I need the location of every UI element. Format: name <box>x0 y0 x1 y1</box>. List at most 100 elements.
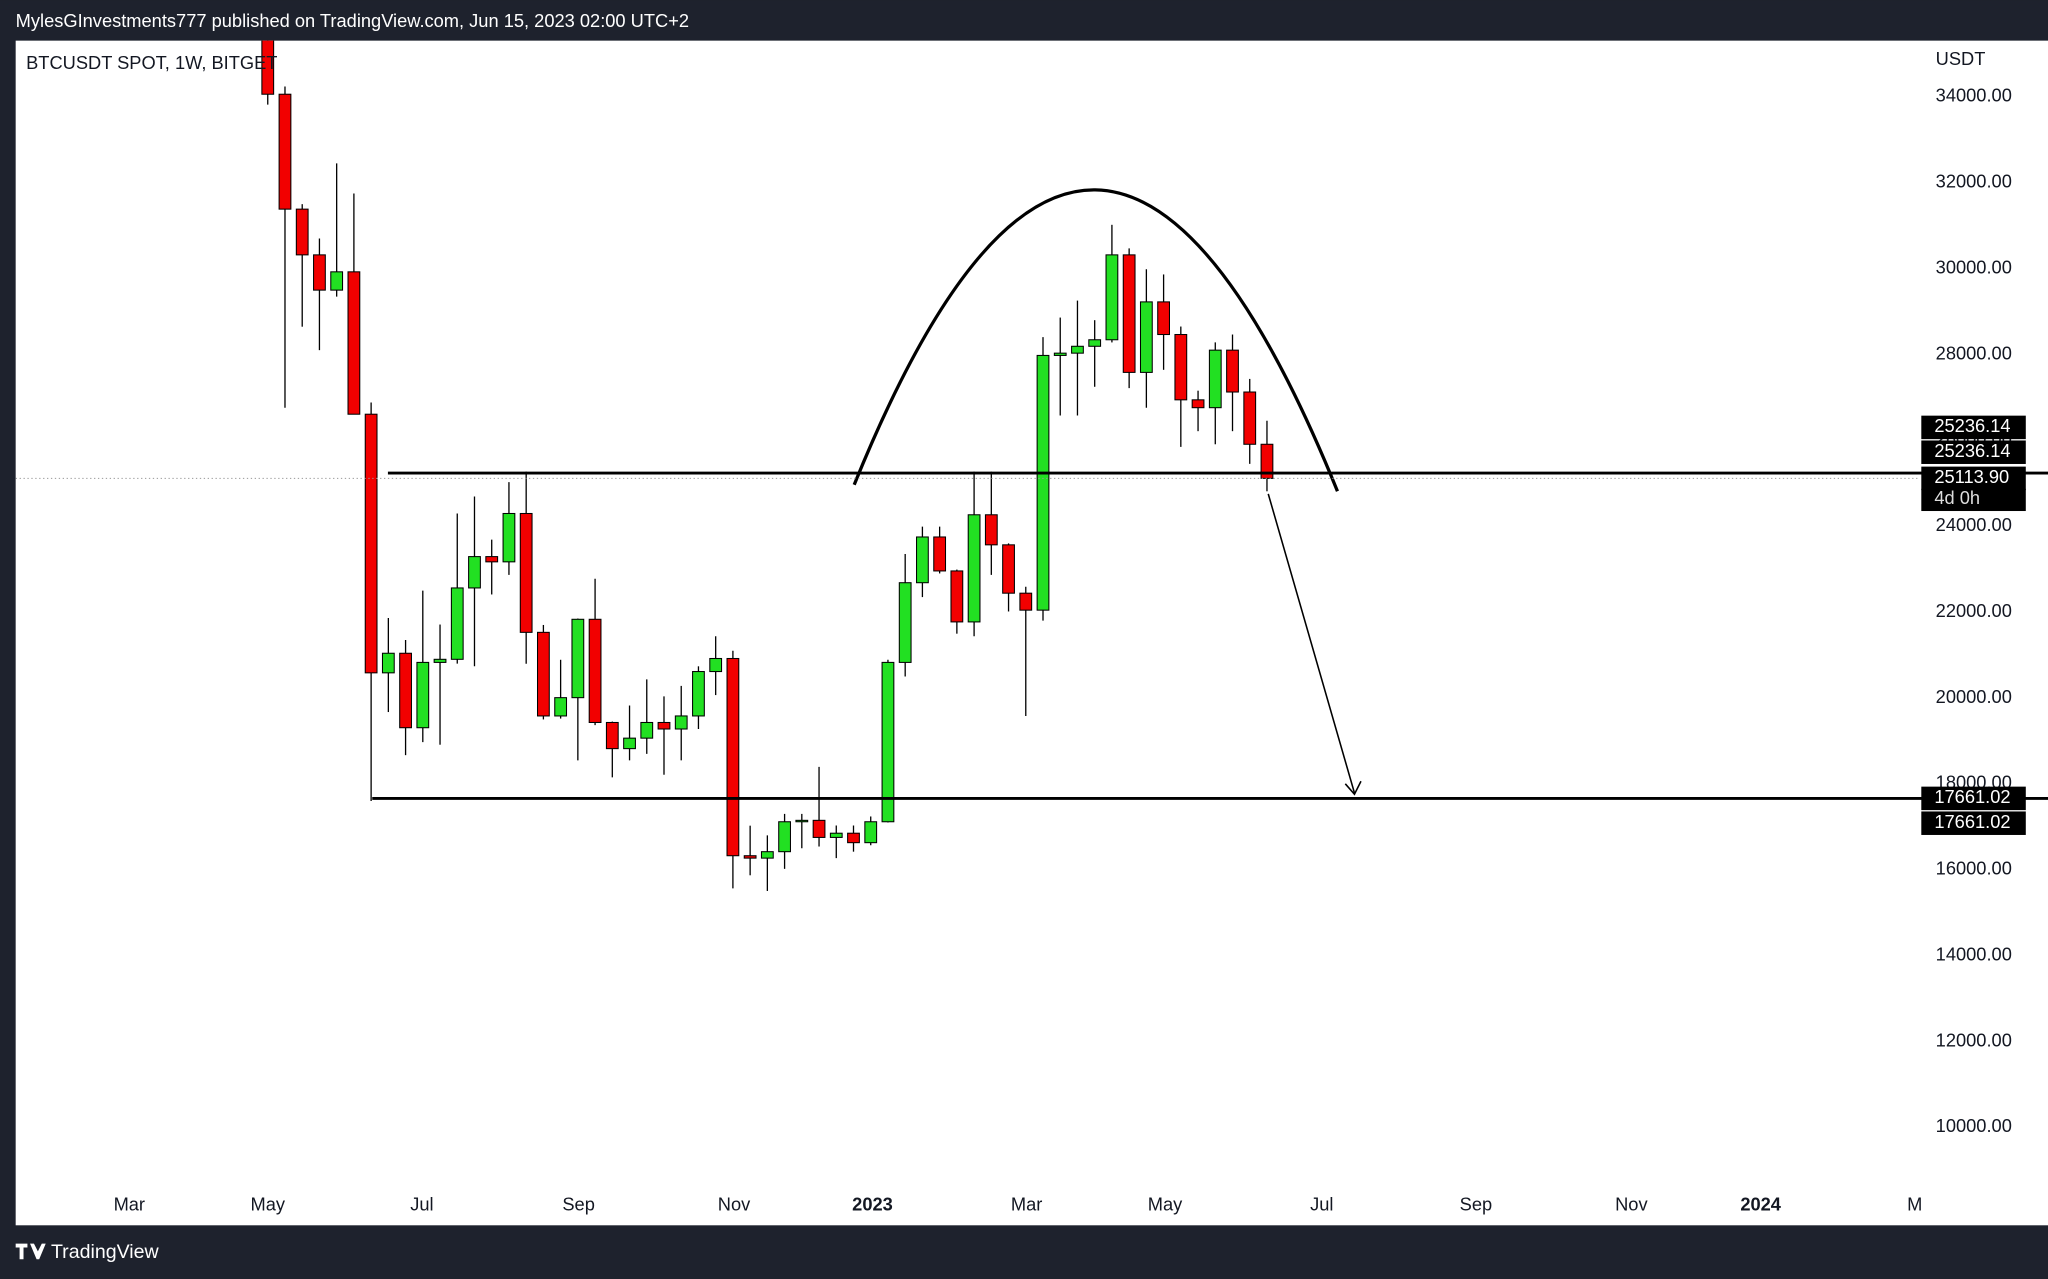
footer: TradingView <box>51 1241 160 1263</box>
x-tick-label: Jul <box>410 1194 433 1215</box>
candle-body <box>433 658 447 663</box>
symbol-title: BTCUSDT SPOT, 1W, BITGET <box>26 52 277 73</box>
last-price-label: 25113.90 <box>1934 466 2009 487</box>
candle-body <box>1243 391 1257 445</box>
countdown: 4d 0h <box>1934 487 1980 508</box>
y-tick-label: 20000.00 <box>1936 686 2012 707</box>
candle-body <box>916 536 929 584</box>
candle-body <box>1260 443 1274 479</box>
y-tick-label: 24000.00 <box>1936 514 2012 535</box>
candle-body <box>864 821 878 844</box>
arc-drawing <box>852 188 1339 492</box>
candle-body <box>984 514 998 546</box>
candle-body <box>1071 345 1084 354</box>
candle-body <box>760 851 774 859</box>
candle-body <box>416 661 430 729</box>
candle-body <box>1019 592 1033 611</box>
candle-body <box>1122 254 1136 373</box>
x-tick-label: May <box>250 1194 285 1215</box>
candle-body <box>795 819 809 823</box>
candle-body <box>485 556 499 563</box>
candle-body <box>1053 352 1067 356</box>
level-label: 25236.14 <box>1934 440 2010 461</box>
candle-body <box>1036 354 1050 611</box>
x-tick-label: Mar <box>1011 1194 1042 1215</box>
level-label: 17661.02 <box>1934 786 2010 807</box>
candle-body <box>1088 339 1102 347</box>
candle-body <box>571 618 585 699</box>
candle-body <box>1157 301 1170 336</box>
candle-body <box>1105 254 1119 341</box>
x-tick-label: May <box>1148 1194 1183 1215</box>
candle-body <box>347 271 361 415</box>
candle-body <box>623 737 636 750</box>
candle-body <box>898 582 912 663</box>
candle-body <box>1002 544 1015 594</box>
x-tick-label: Nov <box>1615 1194 1648 1215</box>
y-tick-label: 12000.00 <box>1936 1029 2012 1050</box>
candle-body <box>640 721 654 739</box>
candle-body <box>967 514 981 623</box>
candle-body <box>881 661 895 823</box>
candle-body <box>657 721 671 730</box>
x-tick-label: Nov <box>718 1194 751 1215</box>
x-tick-label: 2024 <box>1740 1194 1781 1215</box>
x-tick-label: Mar <box>114 1194 145 1215</box>
y-tick-label: 30000.00 <box>1936 256 2012 277</box>
plot <box>261 40 1274 891</box>
countdown-box <box>1921 488 2026 512</box>
candle-body <box>674 715 688 730</box>
level-label-box <box>1921 786 2026 811</box>
y-tick-label: 14000.00 <box>1936 943 2012 964</box>
candle-body <box>261 40 275 95</box>
candle-body <box>726 657 740 857</box>
y-axis-label: USDT <box>1936 48 1986 69</box>
candle-body <box>709 657 723 673</box>
candle-body <box>295 208 309 256</box>
footer-logo <box>15 1243 46 1260</box>
candle-body <box>588 618 602 723</box>
level-label-box <box>1921 415 2026 440</box>
candle-body <box>519 512 533 633</box>
candle-body <box>468 556 481 589</box>
candle-body <box>812 819 826 838</box>
last-price-label-box <box>1921 466 2026 491</box>
level-label-box <box>1921 811 2026 835</box>
x-tick-label: Sep <box>562 1194 595 1215</box>
candle-body <box>1139 301 1153 373</box>
candle-body <box>933 536 947 572</box>
candle-body <box>381 652 395 674</box>
y-tick-label: 34000.00 <box>1936 85 2012 106</box>
y-tick-label: 28000.00 <box>1936 342 2012 363</box>
arrow-head <box>1344 780 1362 796</box>
level-label: 25236.14 <box>1934 415 2010 436</box>
arrow-line <box>1267 493 1356 794</box>
x-tick-label: M <box>1907 1194 1922 1215</box>
candle-body <box>1208 349 1222 409</box>
level-label-box <box>1921 440 2026 464</box>
candle-body <box>692 671 705 717</box>
x-tick-label: Sep <box>1460 1194 1493 1215</box>
candle-body <box>847 832 860 844</box>
candle-body <box>364 413 378 674</box>
header: MylesGInvestments777 published on Tradin… <box>16 10 689 31</box>
chart-area <box>15 40 2048 1226</box>
candle-body <box>330 271 344 291</box>
candle-body <box>1191 399 1205 409</box>
candle-body <box>278 93 292 210</box>
candle-body <box>554 697 568 717</box>
y-tick-label: 32000.00 <box>1936 171 2012 192</box>
candle-body <box>743 855 757 859</box>
y-tick-label: 16000.00 <box>1936 858 2012 879</box>
y-tick-label: 10000.00 <box>1936 1115 2012 1136</box>
level-label: 17661.02 <box>1934 811 2010 832</box>
candle-body <box>536 631 550 717</box>
candle-body <box>829 832 843 838</box>
candle-body <box>1174 333 1188 401</box>
candle-body <box>450 587 464 660</box>
y-tick-label: 22000.00 <box>1936 600 2012 621</box>
x-tick-label: 2023 <box>852 1194 893 1215</box>
candle-body <box>950 570 964 623</box>
candle-body <box>313 254 326 291</box>
